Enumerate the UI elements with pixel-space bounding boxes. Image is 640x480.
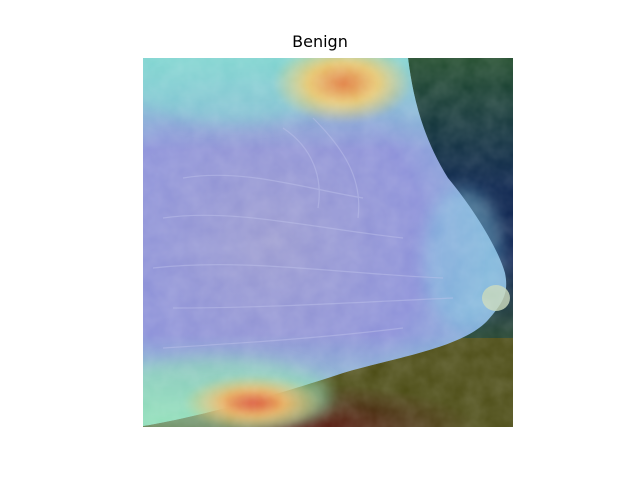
tissue-strands [152, 117, 454, 349]
heatmap-svg [143, 58, 513, 427]
mammogram-heatmap-image [143, 58, 513, 427]
tissue-texture [143, 58, 507, 426]
figure-title: Benign [292, 32, 348, 51]
